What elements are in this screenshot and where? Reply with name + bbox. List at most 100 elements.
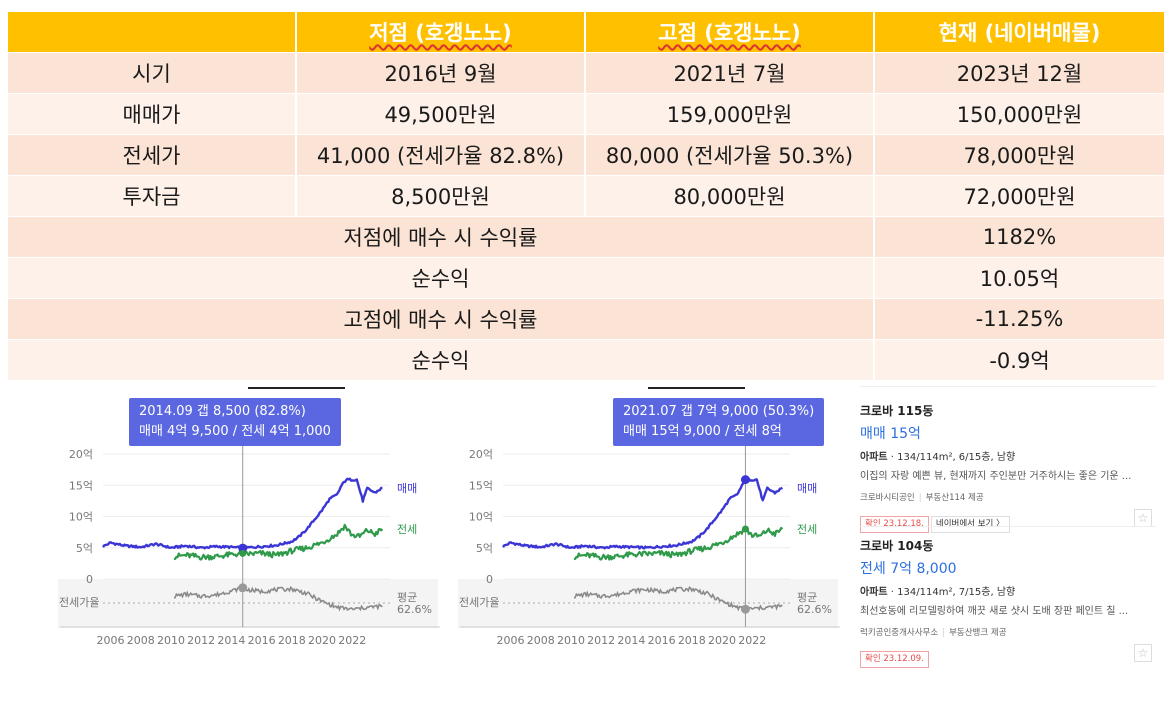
row-label: 전세가 — [8, 134, 296, 176]
price-chart-high[interactable]: 20억 15억 10억 5억 0 전세가율 평균 62.6% 2006 2008 2010 2012 2… — [455, 386, 845, 656]
table-cell: 2023년 12월 — [873, 52, 1164, 94]
listing-agent: 럭키공인중개사사무소 | 부동산뱅크 제공 — [860, 628, 1007, 638]
x-tick-label: 2006 — [97, 634, 125, 647]
listing-type: 아파트 · 134/114m², 7/15층, 남향 — [860, 583, 1160, 598]
table-cell: 2016년 9월 — [295, 52, 585, 94]
provider-name: 부동산뱅크 제공 — [949, 628, 1007, 638]
marker-dot-jeonse — [239, 549, 247, 557]
summary-table: 저점 (호갱노노) 고점 (호갱노노) 현재 (네이버매물) 시기 2016년 … — [8, 12, 1164, 381]
marker-dot-ratio — [238, 583, 248, 593]
ratio-label: 전세가율 — [59, 596, 99, 609]
listing-details: · 134/114m², 6/15층, 남향 — [890, 452, 1016, 463]
summary-label: 저점에 매수 시 수익률 — [8, 216, 874, 258]
average-label: 평균 — [397, 591, 417, 604]
ratio-label: 전세가율 — [459, 596, 499, 609]
average-value: 62.6% — [797, 603, 832, 616]
x-tick-label: 2010 — [157, 634, 185, 647]
agent-name: 크로바시티공인 — [860, 493, 915, 503]
view-on-naver-link[interactable]: 네이버에서 보기 〉 — [930, 516, 1010, 533]
tooltip-line2: 매매 15억 9,000 / 전세 8억 — [623, 424, 782, 439]
favorite-star-icon[interactable]: ☆ — [1134, 509, 1152, 527]
summary-label: 고점에 매수 시 수익률 — [8, 298, 874, 340]
listing-type-label: 아파트 — [860, 587, 888, 598]
x-tick-label: 2018 — [678, 634, 706, 647]
y-tick-label: 5억 — [476, 542, 493, 555]
series-label: 전세 — [397, 523, 417, 536]
y-tick-label: 20억 — [69, 448, 93, 461]
header-cell-high: 고점 (호갱노노) — [584, 12, 874, 53]
y-tick-label: 10억 — [69, 511, 93, 524]
listing-item[interactable]: 크로바 115동 매매 15억 아파트 · 134/114m², 6/15층, … — [860, 402, 1160, 533]
row-label: 투자금 — [8, 175, 296, 217]
series-label: 매매 — [797, 482, 817, 495]
y-tick-label: 0 — [486, 573, 493, 586]
table-cell: 8,500만원 — [295, 175, 585, 217]
summary-row: 저점에 매수 시 수익률 1182% — [8, 216, 1164, 258]
listing-actions: 확인 23.12.18. 네이버에서 보기 〉 ☆ — [860, 509, 1160, 533]
summary-row: 순수익 -0.9억 — [8, 339, 1164, 381]
listing-description: 최선호동에 리모델링하여 깨끗 새로 샷시 도배 장판 페인트 칠 ... — [860, 606, 1129, 617]
y-tick-label: 5억 — [76, 542, 93, 555]
ratio-line — [173, 585, 383, 612]
x-tick-label: 2020 — [708, 634, 736, 647]
x-tick-label: 2008 — [527, 634, 555, 647]
chart-tooltip: 2014.09 갭 8,500 (82.8%) 매매 4억 9,500 / 전세… — [129, 398, 341, 446]
listing-item[interactable]: 크로바 104동 전세 7억 8,000 아파트 · 134/114m², 7/… — [860, 537, 1160, 668]
summary-value: 10.05억 — [873, 257, 1164, 299]
x-tick-label: 2016 — [248, 634, 276, 647]
summary-label: 순수익 — [8, 257, 874, 299]
x-tick-label: 2012 — [187, 634, 215, 647]
x-tick-label: 2014 — [617, 634, 645, 647]
x-tick-label: 2016 — [648, 634, 676, 647]
listing-title[interactable]: 크로바 115동 — [860, 404, 934, 418]
summary-label: 순수익 — [8, 339, 874, 381]
summary-value: -11.25% — [873, 298, 1164, 340]
listing-title[interactable]: 크로바 104동 — [860, 539, 934, 553]
listing-actions: 확인 23.12.09. ☆ — [860, 644, 1160, 668]
listing-type-label: 아파트 — [860, 452, 888, 463]
marker-dot-sale — [740, 475, 750, 485]
tooltip-line2: 매매 4억 9,500 / 전세 4억 1,000 — [139, 424, 331, 439]
listing-type: 아파트 · 134/114m², 6/15층, 남향 — [860, 448, 1160, 463]
y-tick-label: 10억 — [469, 511, 493, 524]
marker-dot-jeonse — [741, 525, 749, 533]
x-tick-label: 2012 — [587, 634, 615, 647]
table-cell: 49,500만원 — [295, 93, 585, 135]
table-header-row: 저점 (호갱노노) 고점 (호갱노노) 현재 (네이버매물) — [8, 12, 1164, 53]
table-row: 투자금 8,500만원 80,000만원 72,000만원 — [8, 175, 1164, 217]
chart-tooltip: 2021.07 갭 7억 9,000 (50.3%) 매매 15억 9,000 … — [613, 398, 825, 446]
x-tick-label: 2010 — [557, 634, 585, 647]
table-cell: 150,000만원 — [873, 93, 1164, 135]
x-tick-label: 2022 — [338, 634, 366, 647]
listing-divider — [860, 386, 1156, 387]
marker-dot-ratio — [740, 604, 750, 614]
summary-value: -0.9억 — [873, 339, 1164, 381]
table-cell: 78,000만원 — [873, 134, 1164, 176]
series-line-sale — [502, 477, 784, 550]
row-label: 매매가 — [8, 93, 296, 135]
listing-divider — [860, 526, 1156, 527]
table-row: 매매가 49,500만원 159,000만원 150,000만원 — [8, 93, 1164, 135]
summary-row: 고점에 매수 시 수익률 -11.25% — [8, 298, 1164, 340]
x-tick-label: 2006 — [497, 634, 525, 647]
listing-details: · 134/114m², 7/15층, 남향 — [890, 587, 1016, 598]
y-tick-label: 0 — [86, 573, 93, 586]
x-tick-label: 2020 — [308, 634, 336, 647]
x-tick-label: 2018 — [278, 634, 306, 647]
table-cell: 80,000만원 — [584, 175, 874, 217]
confirm-date-badge: 확인 23.12.09. — [860, 651, 929, 668]
price-chart-low[interactable]: 20억 15억 10억 5억 0 전세가율 평균 62.6% 2006 2008 2010 2012 2… — [55, 386, 445, 656]
x-tick-label: 2022 — [738, 634, 766, 647]
average-label: 평균 — [797, 591, 817, 604]
summary-value: 1182% — [873, 216, 1164, 258]
table-row: 전세가 41,000 (전세가율 82.8%) 80,000 (전세가율 50.… — [8, 134, 1164, 176]
listing-price[interactable]: 매매 15억 — [860, 426, 921, 442]
header-cell-empty — [8, 12, 296, 53]
series-line-jeonse — [173, 523, 384, 561]
favorite-star-icon[interactable]: ☆ — [1134, 644, 1152, 662]
table-cell: 41,000 (전세가율 82.8%) — [295, 134, 585, 176]
listing-price[interactable]: 전세 7억 8,000 — [860, 561, 957, 577]
average-value: 62.6% — [397, 603, 432, 616]
